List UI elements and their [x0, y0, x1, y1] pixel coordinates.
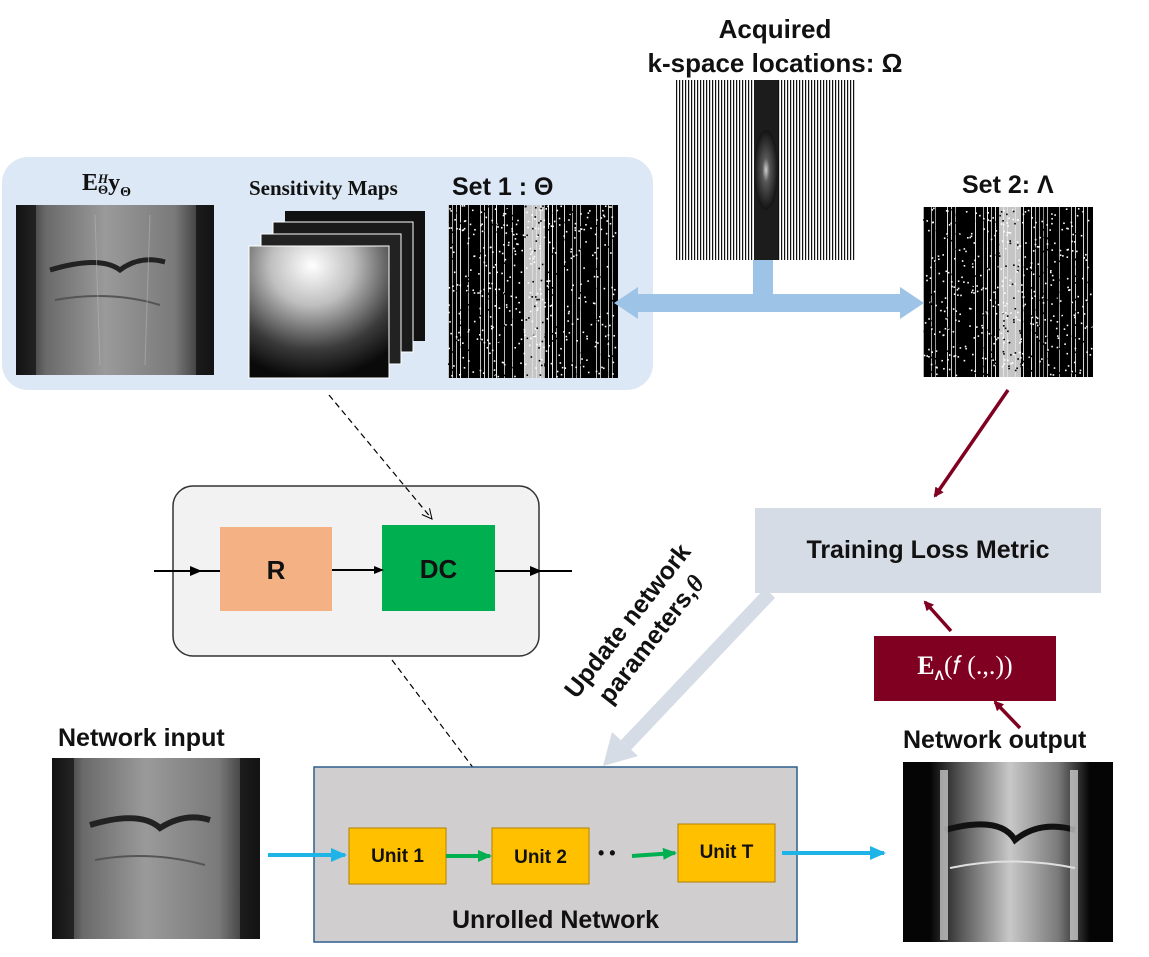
operator-to-loss-arrow [923, 600, 953, 633]
loss-operator-label: EΛ(𝑓 (.,.)) [917, 651, 1013, 684]
training-loss-box [755, 508, 1101, 593]
loss-operator-box [874, 636, 1056, 701]
split-arrows [614, 260, 924, 319]
data-consistency-label: DC [419, 554, 458, 584]
acquired-kspace-label: Acquired k-space locations: Ω [647, 14, 903, 78]
network-output-label: Network output [903, 726, 1087, 754]
sensitivity-maps-stack [248, 211, 425, 379]
training-loss-label: Training Loss Metric [806, 536, 1050, 564]
network-input-label: Network input [58, 724, 225, 752]
sensitivity-maps-label: Sensitivity Maps [249, 176, 398, 200]
regularizer-block [220, 527, 332, 611]
sensitivity-to-dc-dashed-arrow [328, 394, 432, 519]
update-parameters-arrow [603, 588, 776, 766]
data-consistency-block [382, 525, 495, 611]
unit-detail-dashed-arrow [391, 659, 514, 822]
set2-label: Set 2: Λ [962, 171, 1054, 199]
unit2-block [491, 827, 590, 885]
unrolled-network-label: Unrolled Network [452, 906, 659, 934]
unitT-block [677, 823, 776, 883]
set2-to-loss-arrow [933, 389, 1010, 498]
unitT-label: Unit T [699, 842, 754, 863]
unit1-label: Unit 1 [371, 846, 424, 867]
set2-mask-image [923, 207, 1093, 377]
acquired-kspace-image [676, 80, 856, 260]
ellipsis-to-unitT-arrow [631, 847, 677, 860]
unit2-label: Unit 2 [514, 847, 567, 868]
network-input-image [52, 758, 260, 939]
output-to-operator-arrow [993, 700, 1022, 730]
network-output-image [903, 762, 1113, 942]
set1-label: Set 1 : Θ [452, 173, 554, 201]
zero-filled-image [16, 205, 214, 375]
set1-mask-image [448, 205, 618, 378]
regularizer-label: R [266, 555, 286, 585]
ellipsis: • • [598, 843, 616, 863]
